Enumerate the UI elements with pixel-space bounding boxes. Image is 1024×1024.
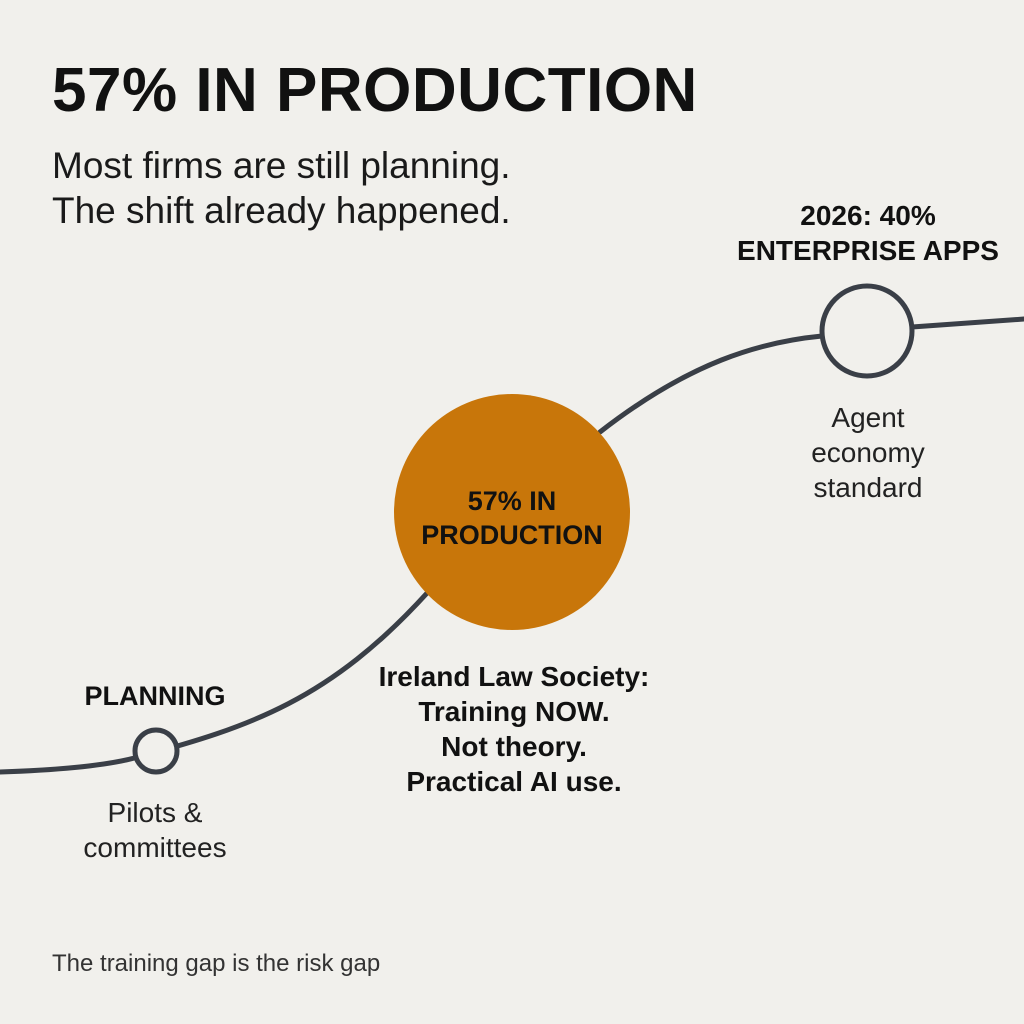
planning-node <box>132 727 180 775</box>
planning-title: PLANNING <box>55 679 255 713</box>
future-title: 2026: 40% ENTERPRISE APPS <box>718 198 1018 268</box>
future-node <box>819 283 915 379</box>
future-title-line: 2026: 40% <box>800 200 936 231</box>
headline: 57% IN PRODUCTION <box>52 56 698 125</box>
planning-description-line: committees <box>83 832 227 863</box>
production-note: Ireland Law Society: Training NOW. Not t… <box>314 659 714 799</box>
planning-title-text: PLANNING <box>84 681 226 711</box>
planning-description: Pilots & committees <box>55 795 255 865</box>
production-note-line: Practical AI use. <box>406 766 622 797</box>
production-note-line: Training NOW. <box>418 696 610 727</box>
production-circle-label-line: PRODUCTION <box>421 520 603 550</box>
adoption-curve-line <box>0 316 1024 775</box>
subheadline-line: Most firms are still planning. <box>52 145 511 186</box>
production-note-line: Ireland Law Society: <box>378 661 650 692</box>
production-circle-label: 57% IN PRODUCTION <box>412 484 612 552</box>
production-note-line: Not theory. <box>441 731 587 762</box>
future-description-line: standard <box>813 472 923 503</box>
production-circle-label-line: 57% IN <box>467 486 557 516</box>
production-node <box>394 394 630 630</box>
planning-description-line: Pilots & <box>107 797 203 828</box>
subheadline-line: The shift already happened. <box>52 190 511 231</box>
future-description: Agent economy standard <box>768 400 968 505</box>
footer-tagline: The training gap is the risk gap <box>52 950 381 977</box>
future-title-line: ENTERPRISE APPS <box>737 235 999 266</box>
subheadline: Most firms are still planning. The shift… <box>52 143 511 233</box>
future-description-line: Agent <box>831 402 905 433</box>
future-description-line: economy <box>811 437 925 468</box>
